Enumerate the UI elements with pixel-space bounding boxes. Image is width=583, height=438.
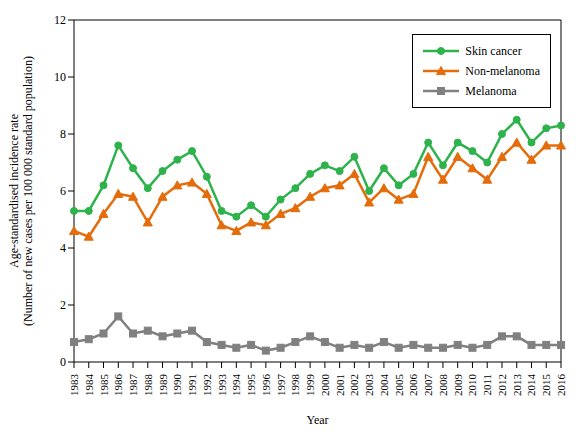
svg-text:10: 10 xyxy=(54,70,66,84)
svg-text:2002: 2002 xyxy=(348,374,360,396)
html-text:Non-melanoma: Non-melanoma xyxy=(465,63,540,78)
svg-text:2016: 2016 xyxy=(555,374,567,397)
svg-text:1986: 1986 xyxy=(112,374,124,397)
svg-text:1993: 1993 xyxy=(216,374,228,397)
svg-text:2006: 2006 xyxy=(407,374,419,397)
svg-text:2014: 2014 xyxy=(525,374,537,397)
html-text:Melanoma: Melanoma xyxy=(465,83,517,98)
svg-text:6: 6 xyxy=(60,184,66,198)
svg-text:2005: 2005 xyxy=(393,374,405,397)
svg-text:2011: 2011 xyxy=(481,374,493,396)
svg-text:2001: 2001 xyxy=(334,374,346,396)
svg-text:0: 0 xyxy=(60,355,66,369)
svg-text:1998: 1998 xyxy=(289,374,301,397)
svg-text:1990: 1990 xyxy=(171,374,183,397)
svg-text:2013: 2013 xyxy=(511,374,523,397)
svg-text:1992: 1992 xyxy=(201,374,213,396)
svg-text:2010: 2010 xyxy=(466,374,478,397)
svg-text:1988: 1988 xyxy=(142,374,154,397)
svg-text:2007: 2007 xyxy=(422,374,434,397)
svg-text:1989: 1989 xyxy=(157,374,169,397)
svg-text:1997: 1997 xyxy=(275,374,287,397)
svg-text:2: 2 xyxy=(60,298,66,312)
svg-text:2015: 2015 xyxy=(540,374,552,397)
svg-text:4: 4 xyxy=(60,241,66,255)
html-text:Skin cancer: Skin cancer xyxy=(465,43,522,58)
svg-text:12: 12 xyxy=(54,13,66,27)
svg-text:1995: 1995 xyxy=(245,374,257,397)
svg-text:8: 8 xyxy=(60,127,66,141)
svg-text:2000: 2000 xyxy=(319,374,331,397)
svg-text:2012: 2012 xyxy=(496,374,508,396)
svg-text:1984: 1984 xyxy=(83,374,95,397)
svg-text:1996: 1996 xyxy=(260,374,272,397)
svg-text:1985: 1985 xyxy=(98,374,110,397)
svg-text:1983: 1983 xyxy=(68,374,80,397)
svg-text:Year: Year xyxy=(306,413,328,427)
svg-text:2003: 2003 xyxy=(363,374,375,397)
svg-text:2008: 2008 xyxy=(437,374,449,397)
svg-text:Age-standardised incidence rat: Age-standardised incidence rate(Number o… xyxy=(8,56,35,326)
svg-text:1999: 1999 xyxy=(304,374,316,397)
svg-text:1994: 1994 xyxy=(230,374,242,397)
svg-text:2004: 2004 xyxy=(378,374,390,397)
svg-text:2009: 2009 xyxy=(452,374,464,397)
svg-text:1991: 1991 xyxy=(186,374,198,396)
svg-text:1987: 1987 xyxy=(127,374,139,397)
